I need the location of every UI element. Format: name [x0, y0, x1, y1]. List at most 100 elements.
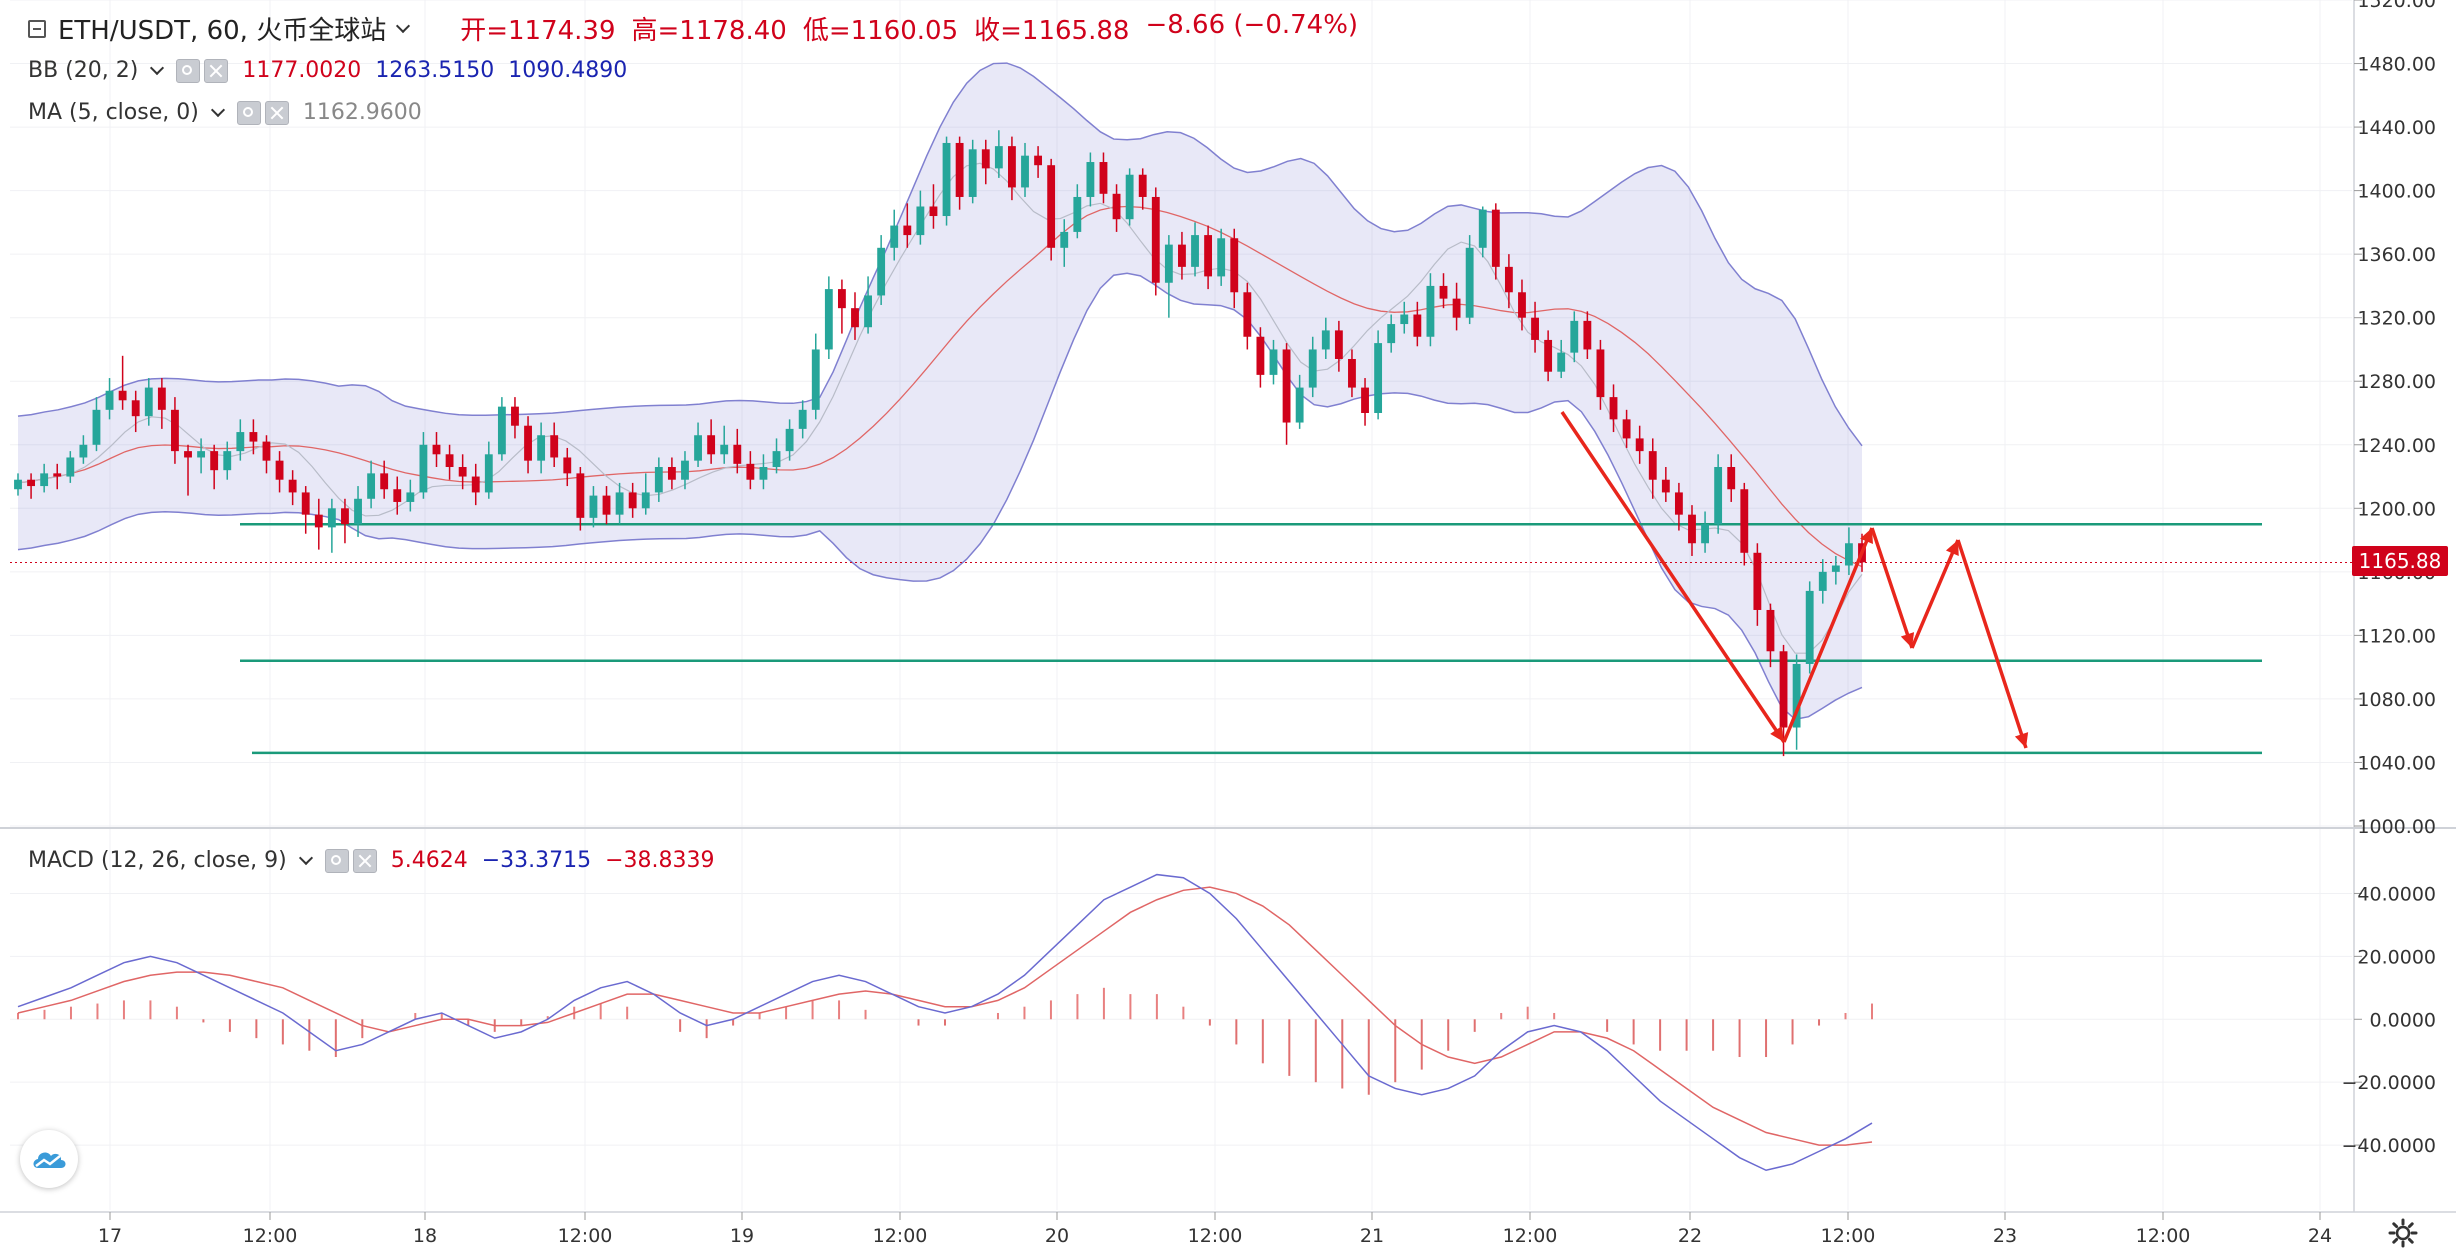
change-value: −8.66 (−0.74%) — [1145, 10, 1359, 40]
candle-body — [1779, 651, 1788, 728]
candle-body — [1439, 285, 1448, 299]
time-axis-label: 23 — [1993, 1225, 2017, 1247]
bollinger-lower-line — [17, 272, 1863, 721]
arrow-head — [1945, 540, 1959, 556]
last-price-tag: 1165.88 — [2352, 546, 2448, 576]
candle-body — [589, 495, 598, 518]
candle-body — [824, 289, 833, 350]
candle-body — [288, 479, 297, 493]
bb-lower-value: 1090.4890 — [508, 58, 628, 83]
candle-body — [1740, 489, 1749, 553]
candle-body — [720, 444, 729, 455]
candle-body — [550, 435, 559, 458]
arrow-head — [2014, 732, 2029, 748]
macd-axis-label: 0.0000 — [2370, 1009, 2436, 1031]
candle-body — [1674, 492, 1683, 515]
macd-label[interactable]: MACD (12, 26, close, 9) — [28, 848, 287, 873]
chevron-down-icon[interactable] — [396, 18, 411, 33]
time-axis-label: 19 — [730, 1225, 754, 1247]
bb-upper-value: 1263.5150 — [375, 58, 495, 83]
close-icon[interactable] — [204, 58, 229, 83]
arrow-head — [1860, 528, 1873, 544]
candle-body — [301, 492, 310, 515]
bb-label[interactable]: BB (20, 2) — [28, 58, 139, 83]
eye-icon[interactable] — [236, 100, 261, 125]
time-axis-label: 21 — [1360, 1225, 1384, 1247]
candle-body — [79, 444, 88, 458]
chevron-down-icon[interactable] — [298, 850, 313, 865]
candle-body — [40, 473, 49, 487]
candle-body — [406, 492, 415, 502]
candle-body — [1753, 552, 1762, 610]
candle-body — [445, 454, 454, 468]
candle-body — [327, 508, 336, 528]
settings-gear-icon[interactable] — [2388, 1218, 2418, 1248]
time-axis-label: 12:00 — [1503, 1225, 1558, 1247]
candle-body — [1792, 663, 1801, 728]
price-axis-label: 1320.00 — [2357, 308, 2436, 330]
candle-body — [341, 508, 349, 525]
candle-body — [497, 406, 506, 455]
candle-body — [1256, 336, 1265, 375]
candle-body — [1308, 349, 1317, 388]
candle-body — [1151, 196, 1160, 283]
candle-body — [1583, 320, 1592, 350]
price-axis-label: 1200.00 — [2357, 498, 2436, 520]
candle-body — [1217, 238, 1226, 277]
candle-body — [14, 479, 22, 490]
candle-body — [903, 225, 912, 236]
macd-axis-label: −20.0000 — [2342, 1072, 2437, 1094]
trend-arrow-line — [1910, 539, 1960, 649]
candle-body — [105, 390, 114, 410]
time-axis-label: 12:00 — [1821, 1225, 1876, 1247]
candle-body — [1164, 244, 1173, 283]
candle-body — [1034, 155, 1043, 166]
candle-body — [1021, 155, 1029, 188]
candle-body — [1478, 209, 1487, 248]
candle-body — [1008, 146, 1016, 188]
chevron-down-icon[interactable] — [150, 60, 165, 75]
trend-arrow-line — [1560, 411, 1786, 743]
eye-icon[interactable] — [176, 58, 201, 83]
candle-body — [968, 149, 977, 197]
candle-body — [1047, 165, 1056, 248]
candle-body — [746, 463, 755, 480]
candle-body — [144, 387, 153, 417]
candle-body — [484, 454, 493, 493]
time-axis-label: 12:00 — [1188, 1225, 1243, 1247]
bb-legend: BB (20, 2) 1177.0020 1263.5150 1090.4890 — [28, 58, 627, 83]
macd-value: 5.4624 — [390, 848, 468, 873]
close-icon[interactable] — [352, 848, 377, 873]
time-axis-label: 12:00 — [873, 1225, 928, 1247]
candle-body — [1125, 174, 1134, 220]
price-axis-label: 1440.00 — [2357, 117, 2436, 139]
price-axis-label: 1280.00 — [2357, 371, 2436, 393]
candle-body — [524, 425, 532, 461]
candle-body — [537, 435, 546, 461]
candle-body — [1243, 292, 1252, 337]
close-icon[interactable] — [264, 100, 289, 125]
candle-body — [955, 142, 964, 197]
candle-body — [1518, 292, 1526, 318]
price-axis-label: 1000.00 — [2357, 816, 2436, 838]
time-axis-label: 18 — [413, 1225, 437, 1247]
candle-body — [641, 492, 650, 509]
candle-body — [157, 387, 166, 410]
candle-body — [576, 473, 585, 518]
eye-icon[interactable] — [324, 848, 349, 873]
ma-label[interactable]: MA (5, close, 0) — [28, 100, 199, 125]
candle-body — [772, 451, 781, 468]
candle-body — [1622, 419, 1631, 439]
candle-body — [511, 406, 519, 426]
collapse-icon[interactable] — [28, 19, 46, 38]
tradingview-logo[interactable] — [20, 1130, 78, 1188]
symbol-title[interactable]: ETH/USDT, 60, 火币全球站 — [58, 16, 387, 46]
candle-body — [1504, 266, 1513, 293]
chevron-down-icon[interactable] — [210, 102, 225, 117]
candle-body — [262, 441, 271, 461]
ma-legend: MA (5, close, 0) 1162.9600 — [28, 100, 422, 125]
macd-axis-label: 40.0000 — [2357, 883, 2436, 905]
bollinger-upper-line — [17, 62, 1863, 447]
candle-body — [1413, 314, 1422, 337]
